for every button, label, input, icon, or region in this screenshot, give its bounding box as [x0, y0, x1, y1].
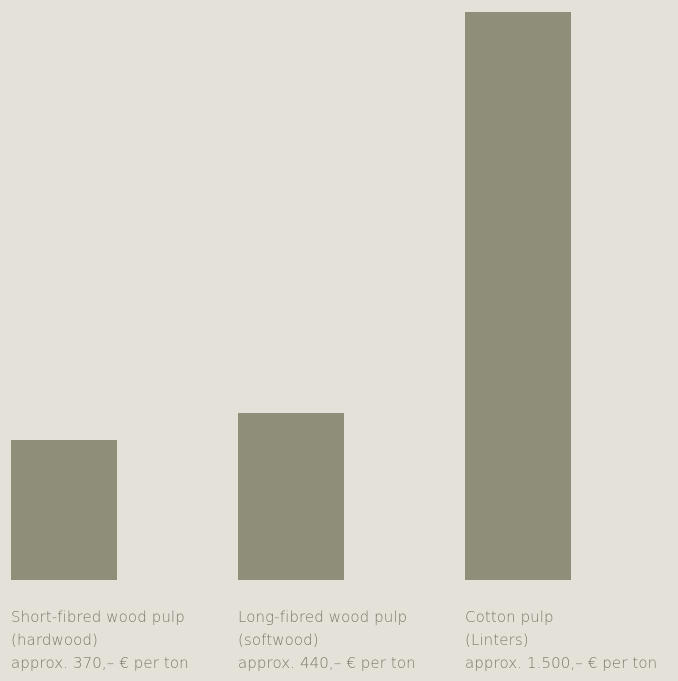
category-subname: (Linters) — [465, 631, 529, 649]
bar-long-fibred-wood-pulp — [238, 413, 344, 580]
price-label: approx. 440,– € per ton — [238, 654, 416, 672]
price-label: approx. 370,– € per ton — [11, 654, 189, 672]
category-name: Cotton pulp — [465, 608, 554, 626]
bar-cotton-pulp — [465, 12, 571, 580]
category-name: Long-fibred wood pulp — [238, 608, 408, 626]
category-label-long-fibred-wood-pulp: Long-fibred wood pulp (softwood) approx.… — [238, 606, 463, 675]
category-subname: (hardwood) — [11, 631, 98, 649]
category-label-short-fibred-wood-pulp: Short-fibred wood pulp (hardwood) approx… — [11, 606, 236, 675]
bar-short-fibred-wood-pulp — [11, 439, 117, 580]
category-subname: (softwood) — [238, 631, 319, 649]
category-name: Short-fibred wood pulp — [11, 608, 185, 626]
price-label: approx. 1.500,– € per ton — [465, 654, 658, 672]
category-label-cotton-pulp: Cotton pulp (Linters) approx. 1.500,– € … — [465, 606, 678, 675]
